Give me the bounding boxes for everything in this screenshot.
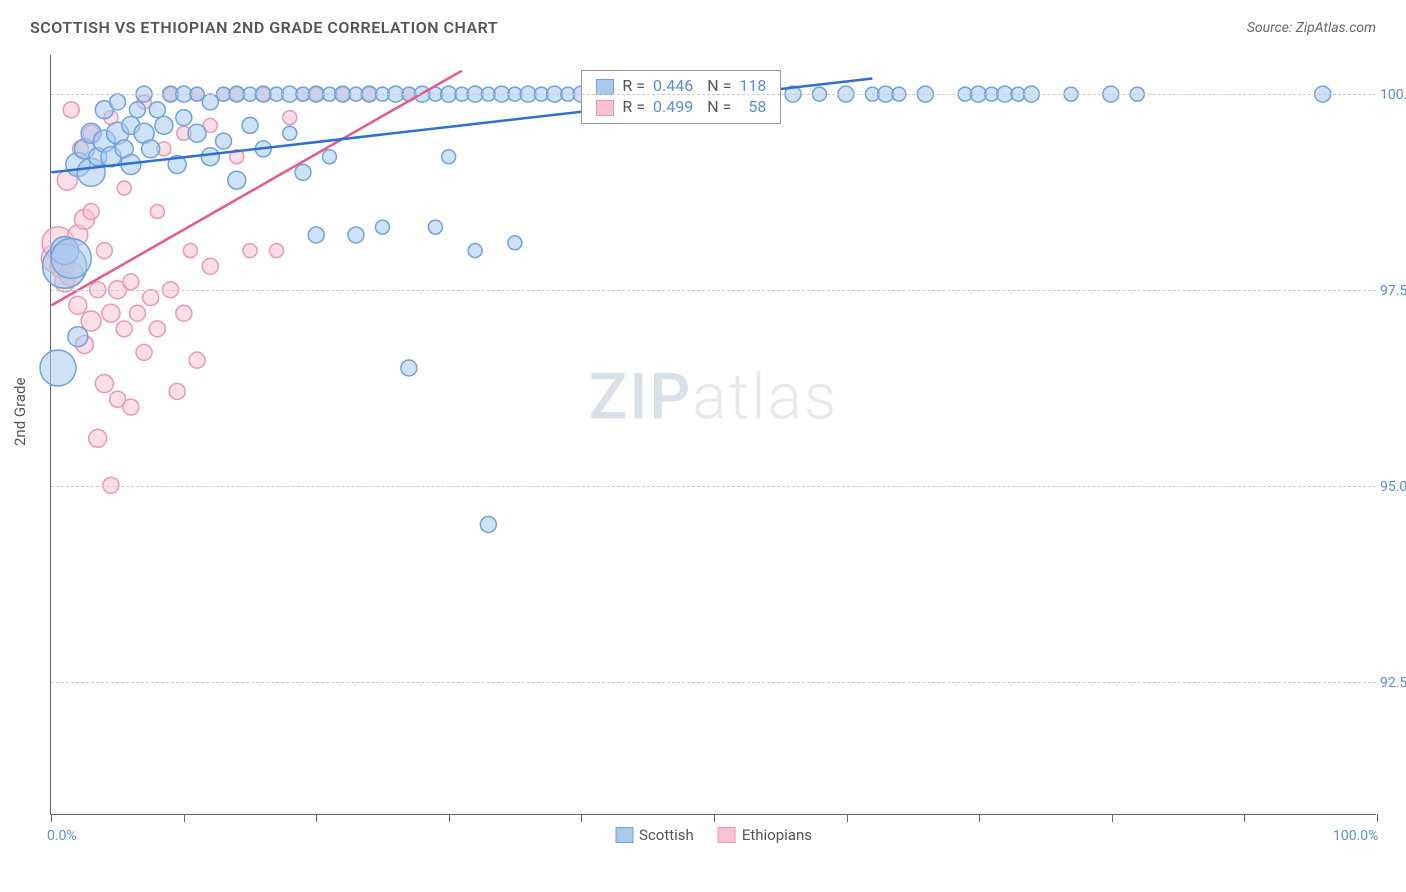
legend-label: Ethiopians: [742, 826, 812, 844]
point-ethiopian: [83, 204, 99, 220]
point-scottish: [283, 126, 297, 140]
point-scottish: [51, 238, 91, 278]
stat-R-value: 0.499: [649, 96, 697, 117]
point-scottish: [129, 102, 145, 118]
legend-bottom: Scottish Ethiopians: [615, 826, 812, 844]
point-ethiopian: [202, 258, 218, 274]
point-scottish: [142, 140, 160, 158]
y-tick-label: 97.5%: [1380, 283, 1406, 299]
point-scottish: [295, 164, 311, 180]
y-tick-label: 100.0%: [1380, 87, 1406, 103]
point-scottish: [110, 94, 126, 110]
point-scottish: [508, 236, 522, 250]
point-scottish: [188, 124, 206, 142]
legend-label: Scottish: [639, 826, 694, 844]
point-ethiopian: [150, 205, 164, 219]
stats-box: R = 0.446N = 118R = 0.499N = 58: [581, 70, 781, 124]
swatch-scottish: [615, 827, 633, 843]
y-axis-title: 2nd Grade: [11, 378, 29, 446]
point-ethiopian: [283, 111, 297, 125]
point-ethiopian: [183, 244, 197, 258]
x-tick: [979, 814, 980, 822]
point-ethiopian: [243, 244, 257, 258]
point-scottish: [480, 516, 496, 532]
plot-area: ZIPatlas R = 0.446N = 118R = 0.499N = 58…: [50, 55, 1376, 815]
x-tick: [847, 814, 848, 822]
scatter-svg: [51, 55, 1376, 814]
legend-item: Scottish: [615, 826, 694, 844]
point-scottish: [428, 220, 442, 234]
x-tick: [714, 814, 715, 822]
stats-row: R = 0.446N = 118: [592, 75, 770, 96]
x-tick: [1244, 814, 1245, 822]
point-ethiopian: [89, 429, 107, 447]
point-scottish: [348, 227, 364, 243]
point-scottish: [68, 327, 88, 347]
stat-R-label: R =: [618, 75, 649, 96]
point-scottish: [216, 133, 232, 149]
point-scottish: [468, 244, 482, 258]
source-label: Source: ZipAtlas.com: [1247, 20, 1376, 36]
x-tick: [184, 814, 185, 822]
point-ethiopian: [102, 304, 120, 322]
swatch-ethiopian: [718, 827, 736, 843]
point-ethiopian: [189, 352, 205, 368]
stats-table: R = 0.446N = 118R = 0.499N = 58: [592, 75, 770, 117]
gridline: 92.5%: [51, 682, 1376, 683]
stats-row: R = 0.499N = 58: [592, 96, 770, 117]
swatch-ethiopian: [596, 100, 614, 116]
point-scottish: [155, 116, 173, 134]
point-ethiopian: [95, 375, 113, 393]
point-scottish: [149, 102, 165, 118]
point-scottish: [242, 117, 258, 133]
point-scottish: [228, 171, 246, 189]
point-scottish: [375, 220, 389, 234]
stat-R-value: 0.446: [649, 75, 697, 96]
point-ethiopian: [149, 321, 165, 337]
point-scottish: [40, 350, 76, 386]
point-ethiopian: [136, 344, 152, 360]
swatch-scottish: [596, 79, 614, 95]
x-tick: [316, 814, 317, 822]
point-ethiopian: [117, 181, 131, 195]
point-scottish: [442, 150, 456, 164]
legend-item: Ethiopians: [718, 826, 812, 844]
stat-N-value: 118: [735, 75, 770, 96]
point-ethiopian: [169, 383, 185, 399]
stat-N-label: N =: [697, 75, 735, 96]
gridline: 97.5%: [51, 290, 1376, 291]
x-tick-label: 0.0%: [47, 828, 77, 844]
stat-N-value: 58: [735, 96, 770, 117]
point-ethiopian: [123, 274, 139, 290]
chart-title: SCOTTISH VS ETHIOPIAN 2ND GRADE CORRELAT…: [30, 18, 498, 37]
y-tick-label: 95.0%: [1380, 479, 1406, 495]
gridline: 95.0%: [51, 486, 1376, 487]
x-tick: [449, 814, 450, 822]
point-ethiopian: [69, 296, 87, 314]
point-scottish: [401, 360, 417, 376]
point-ethiopian: [143, 290, 159, 306]
y-tick-label: 92.5%: [1380, 675, 1406, 691]
point-ethiopian: [63, 102, 79, 118]
x-tick: [51, 814, 52, 822]
point-ethiopian: [129, 305, 145, 321]
point-ethiopian: [123, 399, 139, 415]
point-scottish: [176, 110, 192, 126]
point-scottish: [322, 150, 336, 164]
point-ethiopian: [270, 244, 284, 258]
stat-N-label: N =: [697, 96, 735, 117]
gridline: 100.0%: [51, 94, 1376, 95]
point-scottish: [308, 227, 324, 243]
x-tick-label: 100.0%: [1333, 828, 1378, 844]
x-tick: [1377, 814, 1378, 822]
point-scottish: [202, 94, 218, 110]
point-ethiopian: [116, 321, 132, 337]
stat-R-label: R =: [618, 96, 649, 117]
x-tick: [1112, 814, 1113, 822]
x-tick: [581, 814, 582, 822]
point-ethiopian: [96, 243, 112, 259]
point-scottish: [201, 148, 219, 166]
point-ethiopian: [176, 305, 192, 321]
